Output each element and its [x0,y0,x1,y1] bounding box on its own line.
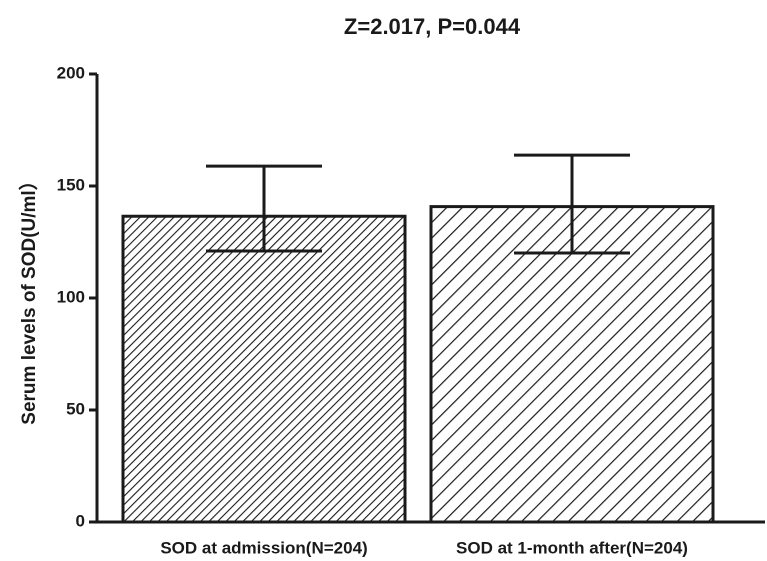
chart-title: Z=2.017, P=0.044 [344,14,521,39]
y-axis-label: Serum levels of SOD(U/ml） [17,171,40,424]
bar [121,214,407,524]
y-tick-label: 100 [57,287,85,306]
y-tick-label: 50 [66,399,85,418]
y-tick-label: 150 [57,175,85,194]
x-tick-label: SOD at admission(N=204) [160,538,367,557]
y-tick-label: 0 [76,511,85,530]
x-tick-label: SOD at 1-month after(N=204) [456,538,688,557]
y-tick-label: 200 [57,63,85,82]
